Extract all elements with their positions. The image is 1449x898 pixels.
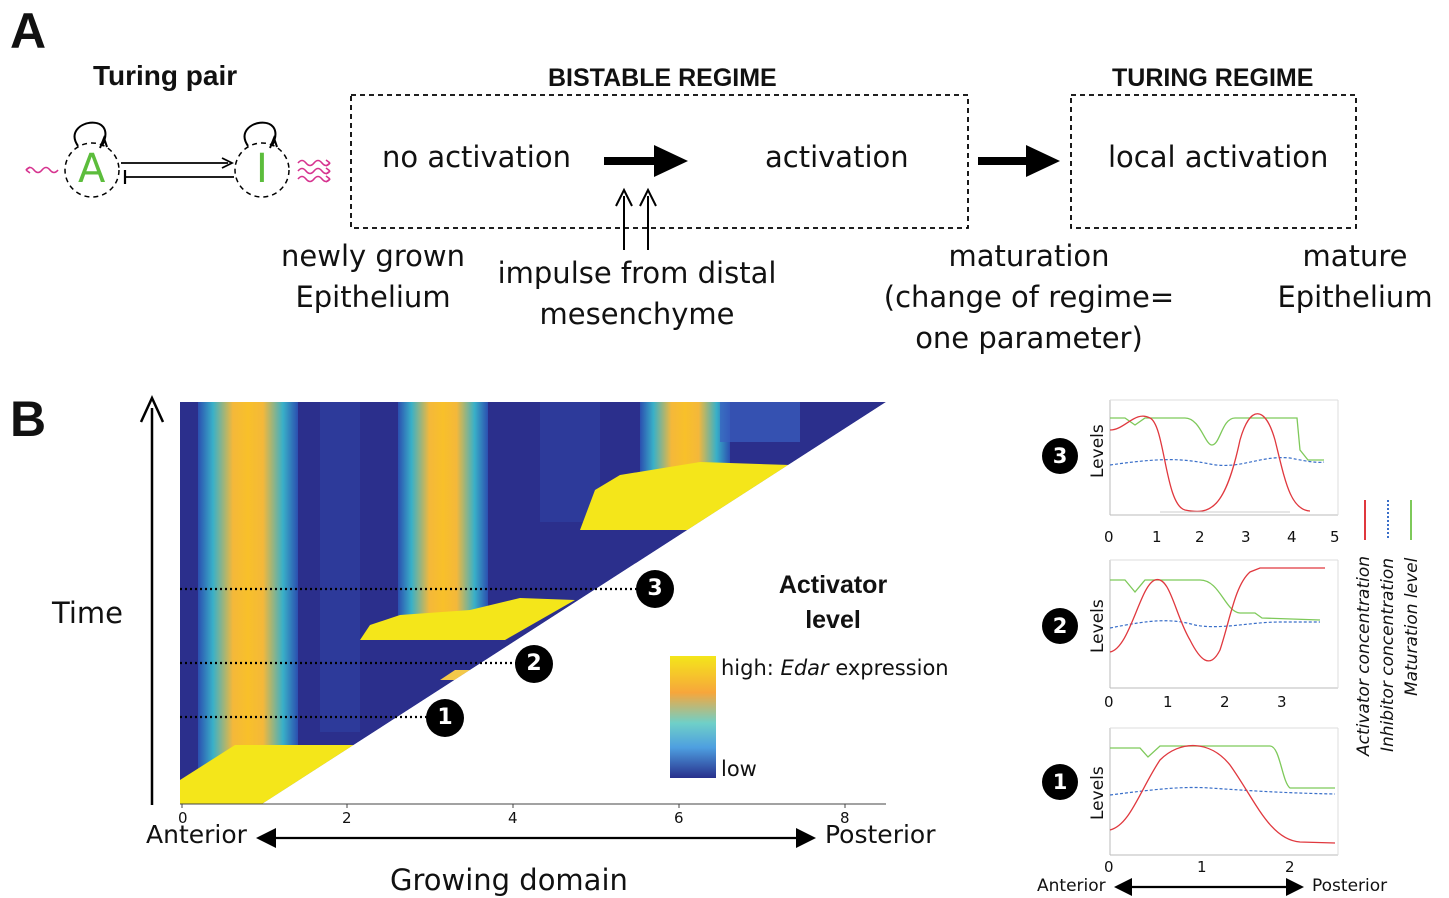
profile-tick: 2 (1285, 858, 1295, 876)
bistable-regime-title: BISTABLE REGIME (548, 64, 777, 92)
colorbar-title: Activator level (778, 571, 888, 634)
local-activation-label: local activation (1108, 140, 1329, 174)
time-axis-label: Time (52, 596, 123, 630)
legend-inhibitor: Inhibitor concentration (1378, 558, 1398, 752)
bistable-regime-box (350, 94, 969, 229)
impulse-arrows-icon (615, 187, 657, 250)
activator-symbol: A (78, 146, 106, 192)
inhibitor-curve (1109, 786, 1336, 796)
panel-b-letter: B (10, 391, 47, 447)
inhibition-bar-icon (123, 170, 234, 184)
newly-grown-epithelium-label: newly grown Epithelium (281, 239, 465, 314)
profile-tick: 3 (1277, 693, 1287, 711)
profile-anterior-posterior-arrow-icon (1114, 878, 1304, 896)
profile-anterior-label: Anterior (1037, 876, 1106, 896)
profile-tick: 0 (1104, 528, 1114, 546)
inhibitor-node (234, 121, 290, 198)
inhibitor-diffusion-icon (297, 159, 331, 183)
x-tick-label: 8 (840, 809, 850, 827)
profile-panel-3 (1109, 399, 1339, 516)
time-axis (139, 394, 165, 805)
maturation-label: maturation (change of regime= one parame… (883, 239, 1175, 355)
growing-domain-arrow-icon (256, 828, 816, 848)
time-marker-3: 3 (636, 570, 674, 608)
inhibitor-curve (1109, 620, 1320, 629)
profile-ylabel: Levels (1088, 766, 1108, 820)
impulse-label: impulse from distal mesenchyme (497, 256, 777, 331)
panel-a-letter: A (10, 3, 47, 59)
maturation-arrow-icon (978, 145, 1060, 177)
time-marker-1: 1 (426, 699, 464, 737)
bistable-transition-arrow-icon (604, 145, 688, 177)
posterior-label: Posterior (825, 820, 936, 849)
profile-marker-3: 3 (1042, 438, 1078, 474)
x-tick-label: 0 (178, 809, 188, 827)
profile-tick: 0 (1104, 858, 1114, 876)
time-slice-lines (180, 587, 638, 719)
inhibitor-symbol: I (256, 146, 268, 192)
profile-tick: 2 (1220, 693, 1230, 711)
anterior-label: Anterior (146, 820, 247, 849)
profile-tick: 4 (1287, 528, 1297, 546)
profile-panel-1 (1109, 727, 1339, 856)
no-activation-label: no activation (382, 140, 571, 174)
activator-curve (1109, 744, 1336, 844)
inhibitor-curve (1109, 457, 1325, 466)
mature-epithelium-label: mature Epithelium (1277, 239, 1433, 314)
profile-tick: 5 (1330, 528, 1340, 546)
maturation-curve (1110, 745, 1335, 789)
turing-pair-title: Turing pair (93, 60, 238, 91)
colorbar-high-prefix: high: (721, 656, 781, 680)
activation-label: activation (765, 140, 909, 174)
profile-tick: 1 (1197, 858, 1207, 876)
activator-curve (1109, 567, 1325, 662)
x-axis (180, 803, 886, 808)
turing-regime-title: TURING REGIME (1112, 64, 1314, 92)
profile-legend-lines (1364, 500, 1412, 540)
profile-marker-1: 1 (1042, 764, 1078, 800)
profile-ylabel: Levels (1088, 424, 1108, 478)
maturation-curve (1110, 579, 1321, 621)
colorbar-high-label: high: Edar expression (721, 656, 949, 680)
colorbar-low-label: low (721, 757, 757, 781)
growing-domain-label: Growing domain (390, 863, 628, 897)
self-activation-loop-icon (243, 121, 277, 147)
legend-activator: Activator concentration (1354, 555, 1374, 756)
profile-tick: 2 (1195, 528, 1205, 546)
maturation-curve (1110, 417, 1324, 461)
x-tick-label: 6 (674, 809, 684, 827)
profile-tick: 1 (1163, 693, 1173, 711)
time-marker-2: 2 (515, 645, 553, 683)
profile-ylabel: Levels (1088, 599, 1108, 653)
activation-arrow-icon (121, 157, 235, 169)
profile-marker-2: 2 (1042, 608, 1078, 644)
colorbar-high-gene: Edar (780, 656, 829, 680)
profile-tick: 3 (1241, 528, 1251, 546)
profile-tick: 1 (1152, 528, 1162, 546)
growth-front-mask (262, 402, 886, 804)
profile-tick: 0 (1104, 693, 1114, 711)
legend-maturation: Maturation level (1402, 557, 1422, 696)
activator-curve (1109, 413, 1311, 513)
x-tick-label: 4 (508, 809, 518, 827)
self-activation-loop-icon (73, 121, 107, 147)
activator-diffusion-icon (25, 166, 59, 174)
colorbar-high-suffix: expression (828, 656, 949, 680)
profile-posterior-label: Posterior (1312, 876, 1388, 896)
x-tick-label: 2 (342, 809, 352, 827)
profile-panel-2 (1109, 559, 1339, 689)
activator-node (64, 121, 120, 198)
colorbar (670, 656, 716, 778)
turing-regime-box (1070, 94, 1357, 229)
